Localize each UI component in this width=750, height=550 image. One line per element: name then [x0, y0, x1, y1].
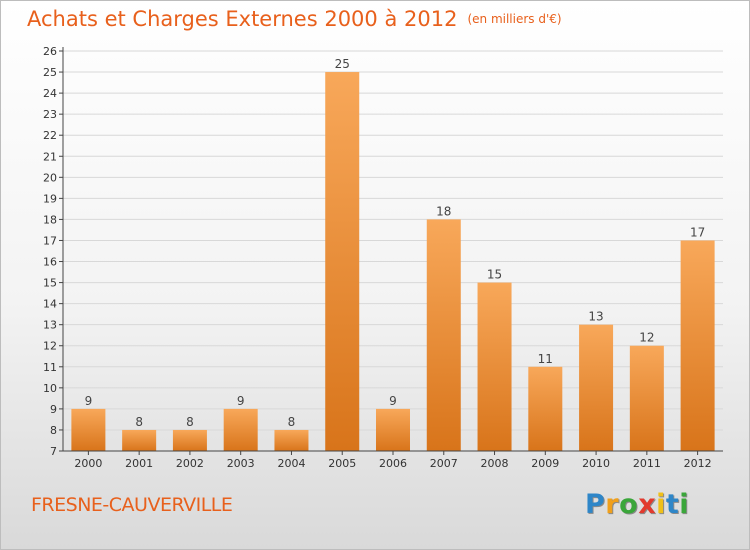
- y-tick-label: 20: [43, 171, 57, 184]
- x-tick-label: 2006: [379, 457, 407, 470]
- data-label: 18: [436, 204, 451, 218]
- bar: [122, 429, 157, 451]
- bar: [477, 282, 512, 451]
- bar: [376, 408, 410, 451]
- title-row: Achats et Charges Externes 2000 à 2012 (e…: [27, 7, 562, 31]
- x-tick-label: 2005: [328, 457, 356, 470]
- y-tick-label: 7: [50, 445, 57, 458]
- logo-letter: x: [638, 489, 657, 520]
- logo-letter: P: [585, 489, 606, 520]
- data-label: 9: [237, 394, 245, 408]
- y-tick-label: 13: [43, 319, 57, 332]
- x-tick-label: 2009: [531, 457, 559, 470]
- logo-letter: o: [619, 489, 639, 520]
- bar: [680, 240, 715, 451]
- bar: [579, 324, 614, 451]
- y-tick-label: 9: [50, 403, 57, 416]
- y-tick-label: 17: [43, 234, 57, 247]
- logo-letter: t: [665, 489, 680, 520]
- data-label: 12: [639, 331, 654, 345]
- grid-lines: [63, 50, 723, 431]
- data-label: 17: [690, 225, 705, 239]
- y-tick-label: 19: [43, 192, 57, 205]
- data-label: 8: [186, 415, 194, 429]
- bar: [71, 408, 106, 451]
- data-label: 15: [487, 268, 502, 282]
- data-label: 9: [389, 394, 397, 408]
- bar: [223, 408, 258, 451]
- x-tick-label: 2011: [633, 457, 661, 470]
- data-label: 13: [588, 310, 603, 324]
- proxiti-logo: Proxiti: [585, 489, 689, 520]
- bar: [172, 429, 207, 451]
- bar: [528, 366, 563, 451]
- data-label: 25: [335, 57, 350, 71]
- logo-letter: i: [679, 489, 690, 520]
- y-tick-label: 14: [43, 298, 57, 311]
- x-tick-label: 2001: [125, 457, 153, 470]
- y-tick-label: 25: [43, 66, 57, 79]
- x-tick-label: 2010: [582, 457, 610, 470]
- y-tick-label: 12: [43, 340, 57, 353]
- data-label: 8: [135, 415, 143, 429]
- y-tick-label: 8: [50, 424, 57, 437]
- y-tick-label: 15: [43, 277, 57, 290]
- bar: [274, 429, 309, 451]
- bar: [629, 345, 664, 451]
- y-tick-label: 16: [43, 256, 57, 269]
- x-tick-label: 2007: [430, 457, 458, 470]
- chart-subtitle: (en milliers d'€): [467, 12, 562, 26]
- bars: [71, 72, 715, 451]
- y-tick-label: 10: [43, 382, 57, 395]
- x-tick-label: 2000: [74, 457, 102, 470]
- commune-name: FRESNE-CAUVERVILLE: [31, 494, 233, 516]
- data-label: 11: [538, 352, 553, 366]
- data-label: 9: [85, 394, 93, 408]
- y-tick-label: 22: [43, 129, 57, 142]
- bar: [325, 72, 360, 451]
- data-label: 8: [288, 415, 296, 429]
- y-tick-label: 21: [43, 150, 57, 163]
- y-tick-label: 24: [43, 87, 57, 100]
- y-tick-label: 18: [43, 213, 57, 226]
- logo-letter: r: [605, 489, 620, 520]
- x-tick-label: 2003: [227, 457, 255, 470]
- y-tick-label: 23: [43, 108, 57, 121]
- labels: 7 8 9 10 11 12 13 14 15 16 17 18 19 20 21 22 23 24 25 26 200…: [43, 45, 712, 470]
- chart-title: Achats et Charges Externes 2000 à 2012: [27, 7, 458, 31]
- x-tick-label: 2008: [481, 457, 509, 470]
- axes: [59, 47, 723, 455]
- bar: [426, 219, 461, 451]
- y-tick-label: 11: [43, 361, 57, 374]
- y-tick-label: 26: [43, 45, 57, 58]
- logo-letter: i: [656, 489, 666, 520]
- x-tick-label: 2002: [176, 457, 204, 470]
- x-tick-label: 2012: [684, 457, 712, 470]
- x-tick-label: 2004: [277, 457, 305, 470]
